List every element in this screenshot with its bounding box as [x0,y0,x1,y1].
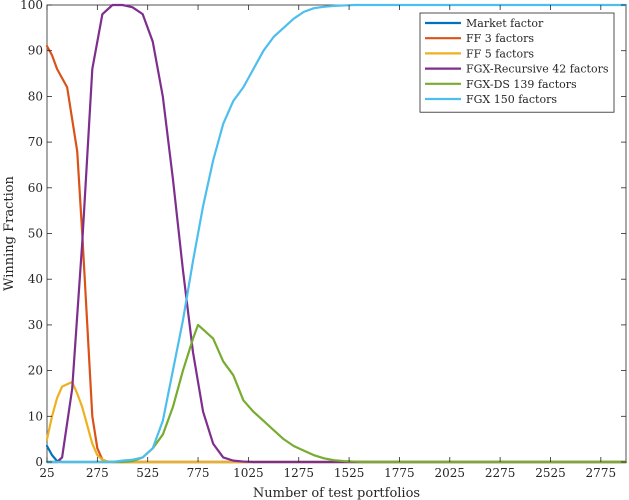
x-tick-label: 275 [86,466,109,480]
x-tick-label: 2525 [535,466,566,480]
x-tick-label: 25 [39,466,54,480]
legend-label: Market factor [466,17,544,30]
x-tick-label: 1525 [334,466,365,480]
series-line-4 [45,3,628,464]
x-tick-label: 1275 [283,466,314,480]
legend-label: FGX 150 factors [466,93,557,106]
y-tick-label: 70 [28,135,43,149]
series-line-6 [45,3,628,464]
x-tick-label: 775 [187,466,210,480]
x-tick-label: 1025 [233,466,264,480]
y-tick-label: 40 [28,272,43,286]
x-tick-label: 2275 [485,466,516,480]
legend-label: FGX-Recursive 42 factors [466,63,609,76]
x-axis-ticks: 25 275 525 775 1025 1275 1525 1775 2025 2275 2525 2… [39,5,616,480]
y-axis-ticks: 0 10 20 30 40 50 60 70 80 90 100 [20,0,626,469]
x-tick-label: 1775 [384,466,415,480]
y-tick-label: 10 [28,409,43,423]
legend-box [419,12,615,113]
y-tick-label: 80 [28,89,43,103]
series-layer [45,3,628,464]
x-tick-label: 2025 [435,466,466,480]
x-tick-label: 2775 [586,466,617,480]
y-tick-label: 30 [28,318,43,332]
y-tick-label: 0 [35,455,43,469]
x-tick-label: 525 [136,466,159,480]
y-tick-label: 20 [28,364,43,378]
legend-label: FF 5 factors [466,47,534,60]
legend-label: FGX-DS 139 factors [466,78,577,91]
x-axis-title: Number of test portfolios [253,486,420,500]
y-axis-title: Winning Fraction [2,175,17,290]
y-tick-label: 90 [28,44,43,58]
legend-label: FF 3 factors [466,32,534,45]
legend: Market factor FF 3 factors FF 5 factors FGX… [419,12,615,113]
y-tick-label: 60 [28,181,43,195]
y-tick-label: 100 [20,0,43,12]
y-tick-label: 50 [28,227,43,241]
